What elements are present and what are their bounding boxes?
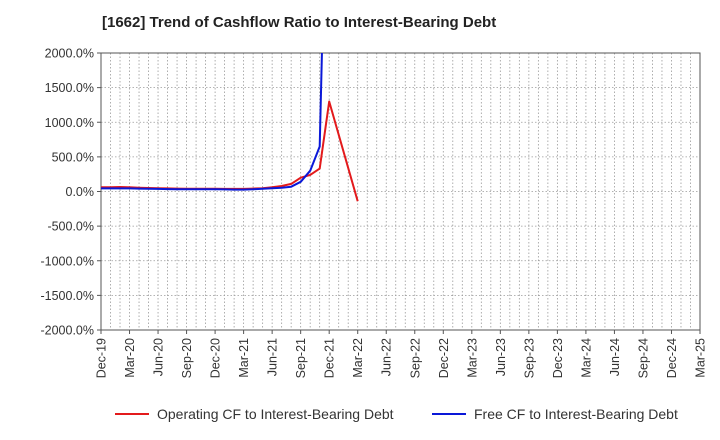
y-tick-label: 1000.0%	[45, 116, 94, 130]
x-tick-label: Sep-22	[408, 338, 422, 378]
x-tick-label: Mar-24	[579, 338, 593, 378]
x-tick-label: Jun-23	[494, 338, 508, 376]
legend-item-2: Free CF to Interest-Bearing Debt	[432, 406, 678, 422]
y-tick-label: -2000.0%	[40, 324, 94, 338]
x-tick-label: Sep-20	[180, 338, 194, 378]
y-tick-label: 500.0%	[52, 150, 94, 164]
x-tick-label: Jun-20	[152, 338, 166, 376]
x-tick-label: Sep-23	[522, 338, 536, 378]
chart-title: [1662] Trend of Cashflow Ratio to Intere…	[102, 14, 497, 31]
series-layer	[101, 53, 359, 202]
x-tick-label: Dec-20	[209, 338, 223, 378]
y-tick-label: 1500.0%	[45, 81, 94, 95]
x-tick-label: Dec-23	[551, 338, 565, 378]
x-tick-label: Sep-21	[294, 338, 308, 378]
x-tick-label: Dec-19	[95, 338, 109, 378]
y-tick-label: 2000.0%	[45, 47, 94, 61]
plot-frame	[100, 52, 701, 331]
legend-label: Free CF to Interest-Bearing Debt	[474, 406, 678, 422]
y-tick-label: -500.0%	[47, 220, 94, 234]
x-tick-label: Mar-22	[351, 338, 365, 378]
x-tick-label: Dec-21	[323, 338, 337, 378]
grid-lines	[100, 52, 701, 331]
x-tick-label: Dec-24	[665, 338, 679, 378]
legend-swatch	[115, 413, 149, 415]
y-tick-label: 0.0%	[66, 185, 95, 199]
x-tick-label: Jun-24	[608, 338, 622, 376]
series-line-1	[101, 100, 359, 202]
legend-item-1: Operating CF to Interest-Bearing Debt	[115, 406, 394, 422]
x-tick-label: Mar-25	[694, 338, 708, 378]
x-tick-label: Mar-20	[123, 338, 137, 378]
x-tick-label: Mar-21	[237, 338, 251, 378]
x-tick-label: Jun-22	[380, 338, 394, 376]
legend-label: Operating CF to Interest-Bearing Debt	[157, 406, 394, 422]
x-tick-label: Mar-23	[465, 338, 479, 378]
x-tick-label: Dec-22	[437, 338, 451, 378]
series-line-2	[101, 53, 323, 191]
legend: Operating CF to Interest-Bearing Debt Fre…	[0, 400, 720, 430]
x-axis-ticks: Dec-19 Mar-20 Jun-20 Sep-20 Dec-20 Mar-21 Jun-…	[95, 330, 708, 378]
y-tick-label: -1500.0%	[40, 289, 94, 303]
y-tick-label: -1000.0%	[40, 254, 94, 268]
x-tick-label: Jun-21	[266, 338, 280, 376]
x-tick-label: Sep-24	[636, 338, 650, 378]
y-axis-ticks: 2000.0% 1500.0% 1000.0% 500.0% 0.0% -500.0% -1…	[40, 47, 101, 338]
legend-swatch	[432, 413, 466, 415]
